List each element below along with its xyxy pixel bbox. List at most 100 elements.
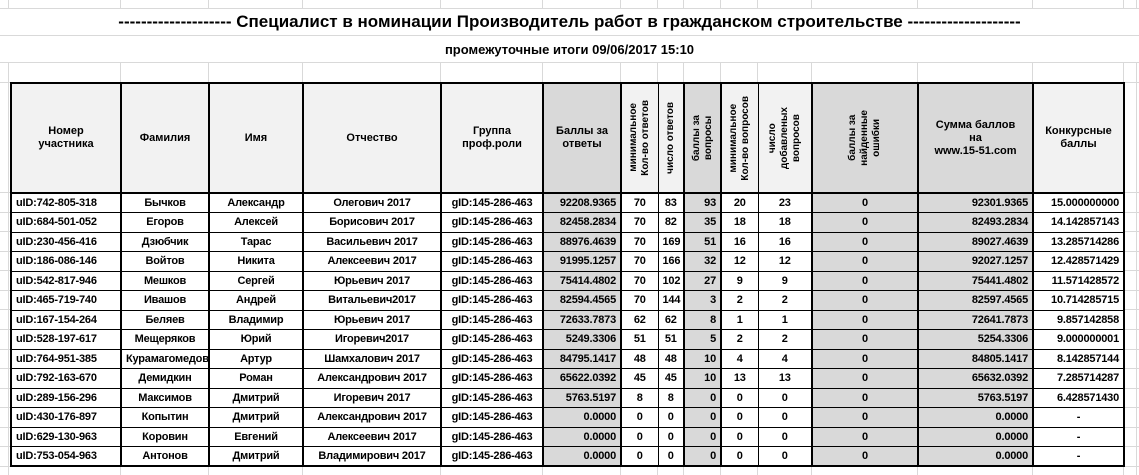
cell-found-errors-points: 0: [811, 192, 919, 213]
cell-patronymic: Олегович 2017: [302, 192, 442, 213]
cell-points-sum: 89027.4639: [917, 231, 1034, 252]
cell-answers-count: 166: [657, 251, 685, 272]
results-table: Номер участника Фамилия Имя Отчество Группа …: [10, 82, 1125, 467]
cell-answer-points: 72633.7873: [542, 309, 622, 330]
cell-found-errors-points: 0: [811, 212, 919, 233]
cell-prof-role-group: gID:145-286-463: [440, 446, 544, 467]
cell-min-answers-count: 0: [620, 426, 659, 447]
cell-min-answers-count: 70: [620, 192, 659, 213]
cell-first-name: Дмитрий: [208, 407, 304, 428]
cell-participant-number: uID:742-805-318: [10, 192, 122, 213]
cell-answer-points: 82458.2834: [542, 212, 622, 233]
cell-added-questions-count: 2: [757, 329, 813, 350]
table-header: Номер участника Фамилия Имя Отчество Группа …: [10, 82, 1125, 194]
cell-question-points: 32: [683, 251, 722, 272]
cell-surname: Антонов: [120, 446, 210, 467]
table-row: uID:230-456-416 Дзюбчик Тарас Васильевич 20…: [10, 231, 1125, 252]
cell-points-sum: 82493.2834: [917, 212, 1034, 233]
cell-surname: Копытин: [120, 407, 210, 428]
cell-patronymic: Александрович 2017: [302, 407, 442, 428]
cell-answer-points: 5763.5197: [542, 387, 622, 408]
cell-patronymic: Алексеевич 2017: [302, 426, 442, 447]
cell-first-name: Александр: [208, 192, 304, 213]
table-row: uID:167-154-264 Беляев Владимир Юрьевич 201…: [10, 309, 1125, 330]
cell-found-errors-points: 0: [811, 348, 919, 369]
cell-answers-count: 51: [657, 329, 685, 350]
cell-participant-number: uID:684-501-052: [10, 212, 122, 233]
cell-min-questions-count: 16: [720, 231, 759, 252]
column-header-patronymic: Отчество: [302, 82, 442, 194]
column-header-prof-role-group: Группа проф.роли: [440, 82, 544, 194]
cell-contest-points: 13.285714286: [1032, 231, 1125, 252]
cell-first-name: Дмитрий: [208, 446, 304, 467]
cell-patronymic: Игоревич 2017: [302, 387, 442, 408]
cell-answers-count: 82: [657, 212, 685, 233]
cell-min-answers-count: 62: [620, 309, 659, 330]
cell-patronymic: Витальевич2017: [302, 290, 442, 311]
cell-found-errors-points: 0: [811, 329, 919, 350]
cell-answers-count: 102: [657, 270, 685, 291]
cell-surname: Дзюбчик: [120, 231, 210, 252]
cell-question-points: 5: [683, 329, 722, 350]
cell-points-sum: 0.0000: [917, 446, 1034, 467]
cell-answer-points: 82594.4565: [542, 290, 622, 311]
cell-patronymic: Александрович 2017: [302, 368, 442, 389]
cell-contest-points: 7.285714287: [1032, 368, 1125, 389]
cell-prof-role-group: gID:145-286-463: [440, 309, 544, 330]
column-header-added-questions-count: число добавленых вопросов: [757, 82, 813, 194]
cell-added-questions-count: 18: [757, 212, 813, 233]
cell-min-questions-count: 0: [720, 387, 759, 408]
cell-min-answers-count: 0: [620, 446, 659, 467]
column-header-answers-count: число ответов: [657, 82, 685, 194]
cell-prof-role-group: gID:145-286-463: [440, 251, 544, 272]
cell-points-sum: 65632.0392: [917, 368, 1034, 389]
cell-prof-role-group: gID:145-286-463: [440, 270, 544, 291]
cell-min-questions-count: 0: [720, 407, 759, 428]
cell-contest-points: -: [1032, 407, 1125, 428]
cell-added-questions-count: 12: [757, 251, 813, 272]
table-row: uID:792-163-670 Демидкин Роман Александрови…: [10, 368, 1125, 389]
column-header-added-questions-count-label: число добавленых вопросов: [766, 106, 802, 170]
cell-min-questions-count: 12: [720, 251, 759, 272]
cell-min-questions-count: 2: [720, 290, 759, 311]
cell-question-points: 0: [683, 387, 722, 408]
cell-found-errors-points: 0: [811, 251, 919, 272]
cell-found-errors-points: 0: [811, 426, 919, 447]
cell-answer-points: 91995.1257: [542, 251, 622, 272]
cell-question-points: 0: [683, 426, 722, 447]
cell-participant-number: uID:186-086-146: [10, 251, 122, 272]
cell-participant-number: uID:289-156-296: [10, 387, 122, 408]
cell-min-questions-count: 0: [720, 426, 759, 447]
cell-prof-role-group: gID:145-286-463: [440, 368, 544, 389]
cell-answers-count: 169: [657, 231, 685, 252]
cell-prof-role-group: gID:145-286-463: [440, 231, 544, 252]
cell-answer-points: 84795.1417: [542, 348, 622, 369]
cell-found-errors-points: 0: [811, 309, 919, 330]
column-header-answers-count-label: число ответов: [664, 102, 676, 174]
cell-contest-points: 6.428571430: [1032, 387, 1125, 408]
header-row: Номер участника Фамилия Имя Отчество Группа …: [10, 82, 1125, 194]
cell-points-sum: 0.0000: [917, 426, 1034, 447]
cell-points-sum: 82597.4565: [917, 290, 1034, 311]
cell-answers-count: 8: [657, 387, 685, 408]
cell-first-name: Евгений: [208, 426, 304, 447]
cell-first-name: Дмитрий: [208, 387, 304, 408]
column-header-question-points: баллы за вопросы: [683, 82, 722, 194]
cell-found-errors-points: 0: [811, 407, 919, 428]
cell-prof-role-group: gID:145-286-463: [440, 426, 544, 447]
cell-min-questions-count: 9: [720, 270, 759, 291]
cell-min-answers-count: 70: [620, 231, 659, 252]
cell-participant-number: uID:430-176-897: [10, 407, 122, 428]
cell-patronymic: Юрьевич 2017: [302, 309, 442, 330]
report-title: -------------------- Специалист в номина…: [0, 8, 1139, 36]
cell-points-sum: 5763.5197: [917, 387, 1034, 408]
cell-patronymic: Игоревич2017: [302, 329, 442, 350]
cell-answer-points: 75414.4802: [542, 270, 622, 291]
cell-participant-number: uID:528-197-617: [10, 329, 122, 350]
cell-added-questions-count: 23: [757, 192, 813, 213]
cell-answers-count: 0: [657, 446, 685, 467]
cell-participant-number: uID:753-054-963: [10, 446, 122, 467]
column-header-min-questions-count-label: минимальное Кол-во вопросов: [727, 95, 751, 181]
cell-question-points: 0: [683, 446, 722, 467]
